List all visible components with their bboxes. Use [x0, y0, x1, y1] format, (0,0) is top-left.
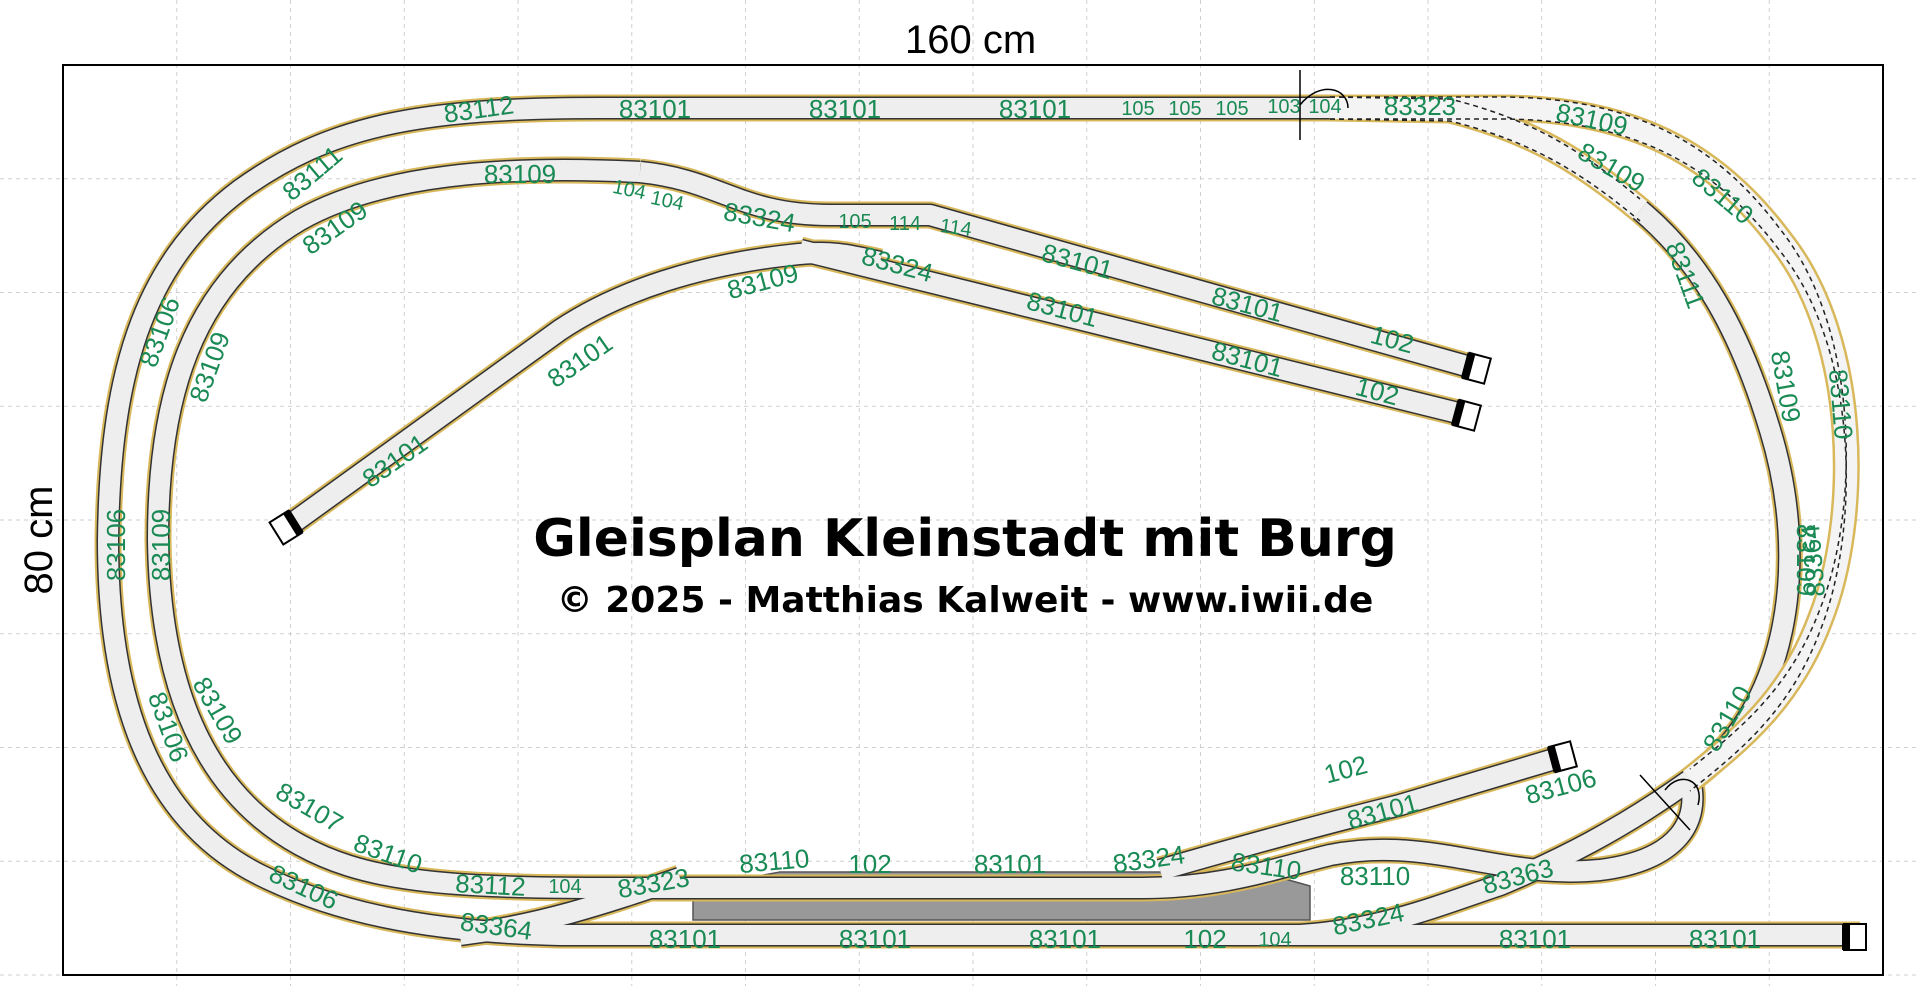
track-label: 83101 [1029, 924, 1101, 954]
buffer-stop-icon [1450, 398, 1483, 432]
track-label: 104 [548, 876, 581, 898]
track-label: 105 [1168, 98, 1201, 120]
track-label: 102 [1352, 371, 1402, 411]
hidden-track-edge [1329, 96, 1641, 200]
track-label: 83109 [484, 159, 556, 189]
track-label: 83364 [1795, 523, 1831, 598]
track-segment [638, 162, 1473, 377]
track-label: 83323 [1384, 91, 1456, 121]
track-segment [98, 98, 1860, 945]
track-segment [458, 868, 684, 945]
hidden-tracks [1329, 94, 1860, 792]
track-label: 83109 [1553, 97, 1630, 141]
track-label: 103 [1267, 96, 1300, 118]
buffer-stop-icon [268, 509, 304, 546]
track-label: 83110 [738, 843, 811, 879]
track-segment [1157, 748, 1561, 880]
track-label: 83101 [1344, 787, 1422, 835]
board-frame [62, 64, 1884, 976]
track-label: 83101 [1499, 924, 1571, 954]
track-label: 105 [838, 211, 871, 233]
width-dimension-label: 160 cm [905, 18, 1036, 62]
track-label: 83101 [1209, 335, 1287, 383]
track-label: 105 [1215, 98, 1248, 120]
track-label: 83112 [455, 868, 527, 902]
buffer-stop-icon [1546, 740, 1579, 774]
track-segment [148, 160, 1703, 898]
track-segment [284, 242, 883, 534]
tracks [94, 94, 1860, 949]
track-label: 83101 [974, 849, 1046, 879]
track-label: 83101 [1209, 280, 1287, 328]
track-label: 83101 [649, 924, 721, 954]
track-label: 114 [939, 215, 974, 241]
track-label: 83101 [839, 924, 911, 954]
track-label: 104 [1258, 929, 1291, 951]
track-label: 83101 [999, 94, 1071, 124]
track-label: 83101 [619, 94, 691, 124]
track-label: 114 [889, 213, 921, 235]
hidden-track-segment [1329, 97, 1648, 219]
buffer-stop-icon [1842, 923, 1867, 951]
plan-title: Gleisplan Kleinstadt mit Burg [533, 509, 1397, 569]
track-label: 102 [1183, 924, 1226, 954]
hidden-track-edge [1330, 118, 1847, 792]
track-label: 102 [848, 849, 891, 879]
track-label: 83109 [1791, 524, 1821, 596]
track-label: 83110 [1340, 861, 1410, 891]
turnout-marker-right [1639, 774, 1700, 831]
turnout-markers [1299, 70, 1700, 831]
track-segment [1299, 771, 1696, 945]
track-label: 104 [1308, 96, 1341, 118]
buffer-stop-icon [1460, 351, 1493, 385]
turnout-marker-top [1299, 70, 1349, 140]
hidden-track-segment [1330, 97, 1858, 789]
track-label: 102 [1321, 749, 1371, 789]
track-label: 83101 [1689, 924, 1761, 954]
hidden-track-edge [1330, 96, 1847, 770]
track-label: 83110 [1823, 368, 1859, 441]
hidden-track-edge [1329, 118, 1641, 222]
track-segment [797, 240, 1465, 424]
height-dimension-label: 80 cm [17, 486, 61, 595]
track-label: 83106 [101, 509, 131, 581]
track-label: 105 [1121, 98, 1154, 120]
buffer-stops [268, 351, 1867, 951]
track-label: 83109 [146, 509, 176, 581]
plan-subtitle: © 2025 - Matthias Kalweit - www.iwii.de [557, 580, 1374, 621]
track-label: 83101 [809, 94, 881, 124]
